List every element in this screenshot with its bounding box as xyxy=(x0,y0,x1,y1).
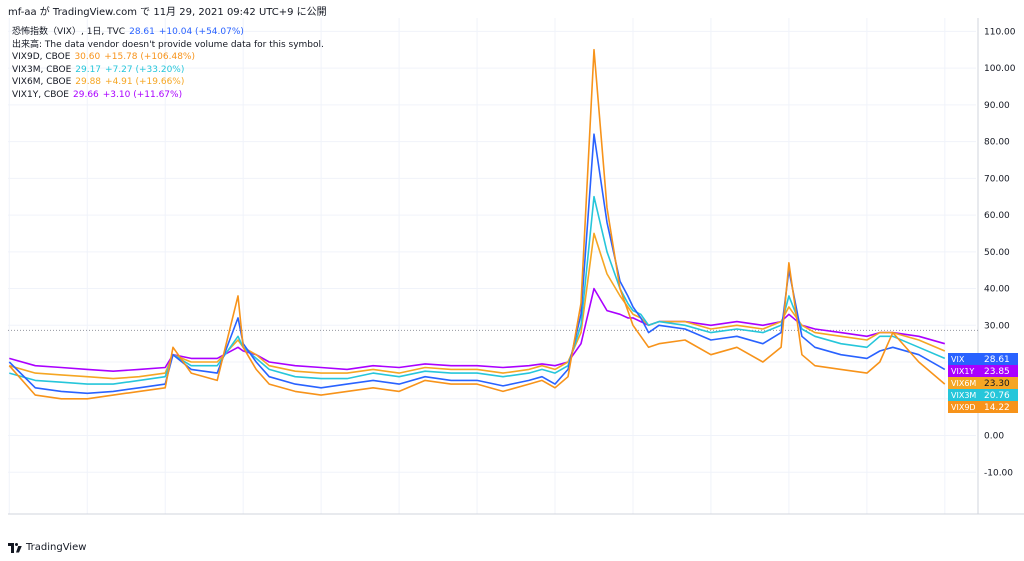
last-label-name-vix xyxy=(948,353,978,365)
price-chart[interactable]: 110.00 100.00 90.00 80.00 70.00 60.00 50.00 40.… xyxy=(8,18,1024,518)
last-label-name-vix9d xyxy=(948,401,978,413)
legend-row-vix6m[interactable]: VIX6M, CBOE 29.88 +4.91 (+19.66%) xyxy=(12,76,328,89)
last-label-name-text: VIX9D xyxy=(951,403,976,412)
legend-row-vix9d[interactable]: VIX9D, CBOE 30.60 +15.78 (+106.48%) xyxy=(12,51,328,64)
last-label-value-vix1y xyxy=(978,365,1018,377)
legend-name: VIX3M, CBOE xyxy=(12,64,72,75)
y-tick-label: 100.00 xyxy=(984,64,1016,74)
series-line-vix9d xyxy=(8,48,946,400)
last-label-value-vix6m xyxy=(978,377,1018,389)
last-label-value-text: 14.22 xyxy=(984,403,1010,413)
y-tick-label: 90.00 xyxy=(984,101,1010,111)
legend-main-row[interactable]: 恐怖指数（VIX）, 1日, TVC 28.61 +10.04 (+54.07%) xyxy=(12,26,328,39)
last-label-value-vix xyxy=(978,353,1018,365)
legend-change: +15.78 (+106.48%) xyxy=(104,52,195,63)
legend-price: 30.60 xyxy=(74,52,101,63)
footer-brand: TradingView xyxy=(26,542,87,553)
legend-change: +4.91 (+19.66%) xyxy=(105,77,185,88)
legend-main-price: 28.61 xyxy=(129,27,155,37)
y-tick-label: 80.00 xyxy=(984,138,1010,148)
legend-row-vix1y[interactable]: VIX1Y, CBOE 29.66 +3.10 (+11.67%) xyxy=(12,89,328,102)
y-tick-label: 40.00 xyxy=(984,285,1010,295)
last-label-name-vix1y xyxy=(948,365,978,377)
legend-name: VIX1Y, CBOE xyxy=(12,89,69,100)
last-label-value-text: 20.76 xyxy=(984,391,1010,401)
last-label-value-text: 23.30 xyxy=(984,379,1010,389)
last-label-value-text: 23.85 xyxy=(984,367,1010,377)
last-label-value-text: 28.61 xyxy=(984,355,1010,365)
publish-caption: mf-aa が TradingView.com で 11月 29, 2021 0… xyxy=(8,7,327,18)
legend-change: +7.27 (+33.20%) xyxy=(105,64,185,75)
last-label-name-text: VIX xyxy=(951,355,965,364)
y-tick-label: 110.00 xyxy=(984,27,1016,37)
legend: 恐怖指数（VIX）, 1日, TVC 28.61 +10.04 (+54.07%) … xyxy=(12,26,328,102)
last-label-name-vix3m xyxy=(948,389,978,401)
y-tick-label: 0.00 xyxy=(984,432,1004,442)
y-tick-label: 50.00 xyxy=(984,248,1010,258)
last-label-name-text: VIX3M xyxy=(951,391,976,400)
series-line-vix1y xyxy=(9,287,946,372)
y-tick-label: 70.00 xyxy=(984,174,1010,184)
volume-notice-text: 出来高: The data vendor doesn't provide vol… xyxy=(12,39,324,50)
legend-name: VIX6M, CBOE xyxy=(12,77,72,88)
legend-change: +3.10 (+11.67%) xyxy=(102,89,183,100)
legend-row-vix3m[interactable]: VIX3M, CBOE 29.17 +7.27 (+33.20%) xyxy=(12,64,328,77)
last-label-value-vix3m xyxy=(978,389,1018,401)
last-label-name-text: VIX1Y xyxy=(951,367,974,376)
y-tick-label: -10.00 xyxy=(984,468,1013,478)
last-label-name-text: VIX6M xyxy=(951,379,976,388)
legend-price: 29.66 xyxy=(73,89,99,100)
last-label-value-vix9d xyxy=(978,401,1018,413)
legend-price: 29.88 xyxy=(75,77,102,88)
tradingview-logo-icon xyxy=(8,542,22,553)
y-tick-label: 30.00 xyxy=(984,321,1010,331)
series-line-vix6m xyxy=(9,232,946,380)
legend-name: VIX9D, CBOE xyxy=(12,52,71,63)
footer: TradingView xyxy=(8,542,86,553)
legend-price: 29.17 xyxy=(75,64,102,75)
legend-main-change: +10.04 (+54.07%) xyxy=(158,27,244,37)
series-line-vix3m xyxy=(9,195,946,385)
last-label-name-vix6m xyxy=(948,377,978,389)
chart-area[interactable]: 110.00 100.00 90.00 80.00 70.00 60.00 50.00 40.… xyxy=(8,18,1024,518)
y-tick-label: 60.00 xyxy=(984,211,1010,221)
legend-volume-notice: 出来高: The data vendor doesn't provide vol… xyxy=(12,39,328,52)
legend-main-name: 恐怖指数（VIX）, 1日, TVC xyxy=(12,27,126,37)
